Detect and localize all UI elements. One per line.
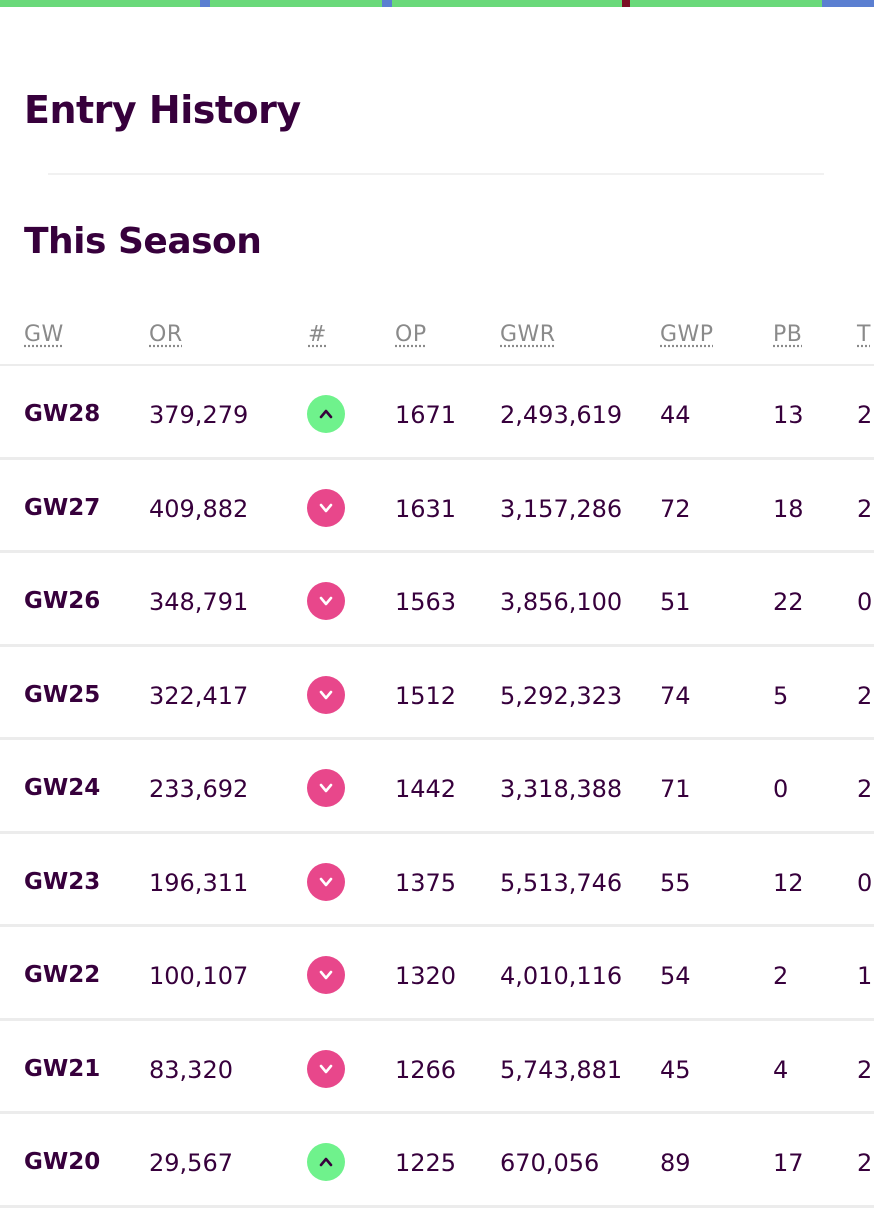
table-row: GW24 233,692 1442 3,318,388 71 0 2 bbox=[0, 740, 874, 834]
table-row: GW25 322,417 1512 5,292,323 74 5 2 bbox=[0, 647, 874, 740]
gameweek-cell[interactable]: GW27 bbox=[24, 494, 101, 521]
overall-points-cell: 1631 bbox=[395, 494, 457, 523]
overall-points-cell: 1512 bbox=[395, 681, 457, 710]
column-header-gwp[interactable]: GWP bbox=[660, 322, 714, 347]
rank-down-icon bbox=[307, 582, 345, 620]
table-row: GW26 348,791 1563 3,856,100 51 22 0 bbox=[0, 553, 874, 647]
gameweek-rank-cell: 5,513,746 bbox=[500, 868, 623, 897]
column-header-op[interactable]: OP bbox=[395, 322, 427, 347]
rank-down-icon bbox=[307, 769, 345, 807]
gameweek-cell[interactable]: GW24 bbox=[24, 775, 101, 801]
column-header-gwr[interactable]: GWR bbox=[500, 322, 556, 347]
overall-rank-cell: 322,417 bbox=[149, 681, 249, 710]
overall-points-cell: 1563 bbox=[395, 588, 457, 616]
points-bench-cell: 13 bbox=[773, 401, 804, 429]
rank-down-icon bbox=[307, 956, 345, 994]
gameweek-cell[interactable]: GW23 bbox=[24, 868, 101, 895]
gameweek-cell[interactable]: GW20 bbox=[24, 1149, 101, 1175]
table-row: GW21 83,320 1266 5,743,881 45 4 2 bbox=[0, 1021, 874, 1114]
column-header-or[interactable]: OR bbox=[149, 322, 183, 347]
gameweek-points-cell: 54 bbox=[660, 962, 691, 990]
gameweek-rank-cell: 4,010,116 bbox=[500, 962, 623, 990]
gameweek-points-cell: 44 bbox=[660, 401, 691, 429]
column-header-gw[interactable]: GW bbox=[24, 322, 64, 347]
overall-points-cell: 1671 bbox=[395, 401, 457, 429]
overall-rank-cell: 348,791 bbox=[149, 588, 249, 616]
overall-points-cell: 1320 bbox=[395, 962, 457, 990]
points-bench-cell: 22 bbox=[773, 588, 804, 616]
transfers-cell: 2 bbox=[857, 401, 873, 429]
section-title: This Season bbox=[24, 221, 262, 262]
transfers-cell: 2 bbox=[857, 494, 873, 523]
gameweek-cell[interactable]: GW26 bbox=[24, 588, 101, 614]
overall-rank-cell: 409,882 bbox=[149, 494, 249, 523]
rank-up-icon bbox=[307, 1143, 345, 1181]
points-bench-cell: 17 bbox=[773, 1149, 804, 1177]
gameweek-points-cell: 74 bbox=[660, 681, 691, 710]
rank-down-icon bbox=[307, 1049, 345, 1088]
overall-rank-cell: 100,107 bbox=[149, 962, 249, 990]
table-row: GW28 379,279 1671 2,493,619 44 13 2 bbox=[0, 366, 874, 460]
gameweek-points-cell: 72 bbox=[660, 494, 691, 523]
gameweek-points-cell: 51 bbox=[660, 588, 691, 616]
points-bench-cell: 0 bbox=[773, 775, 789, 803]
transfers-cell: 2 bbox=[857, 775, 873, 803]
gameweek-points-cell: 55 bbox=[660, 868, 691, 897]
points-bench-cell: 18 bbox=[773, 494, 804, 523]
entry-history-table: GW OR # OP GWR GWP PB T GW28 379,279 1671 2… bbox=[0, 300, 874, 1208]
transfers-cell: 0 bbox=[857, 868, 873, 897]
overall-rank-cell: 29,567 bbox=[149, 1149, 233, 1177]
gameweek-points-cell: 71 bbox=[660, 775, 691, 803]
transfers-cell: 0 bbox=[857, 588, 873, 616]
rank-down-icon bbox=[307, 675, 345, 714]
table-row: GW22 100,107 1320 4,010,116 54 2 1 bbox=[0, 927, 874, 1021]
gameweek-points-cell: 45 bbox=[660, 1055, 691, 1084]
divider bbox=[48, 173, 824, 175]
rank-down-icon bbox=[307, 862, 345, 901]
page-title: Entry History bbox=[24, 88, 301, 132]
overall-rank-cell: 196,311 bbox=[149, 868, 249, 897]
gameweek-rank-cell: 5,743,881 bbox=[500, 1055, 623, 1084]
overall-rank-cell: 379,279 bbox=[149, 401, 249, 429]
gameweek-rank-cell: 3,856,100 bbox=[500, 588, 623, 616]
column-header-t[interactable]: T bbox=[857, 322, 871, 347]
column-header-movement[interactable]: # bbox=[308, 322, 327, 347]
overall-points-cell: 1442 bbox=[395, 775, 457, 803]
table-row: GW23 196,311 1375 5,513,746 55 12 0 bbox=[0, 834, 874, 927]
overall-points-cell: 1225 bbox=[395, 1149, 457, 1177]
gameweek-rank-cell: 3,157,286 bbox=[500, 494, 623, 523]
gameweek-cell[interactable]: GW22 bbox=[24, 962, 101, 988]
table-row: GW20 29,567 1225 670,056 89 17 2 bbox=[0, 1114, 874, 1208]
gameweek-cell[interactable]: GW21 bbox=[24, 1055, 101, 1082]
overall-rank-cell: 233,692 bbox=[149, 775, 249, 803]
table-body: GW28 379,279 1671 2,493,619 44 13 2 GW27 409,882… bbox=[0, 366, 874, 1208]
transfers-cell: 2 bbox=[857, 681, 873, 710]
transfers-cell: 2 bbox=[857, 1055, 873, 1084]
points-bench-cell: 12 bbox=[773, 868, 804, 897]
overall-points-cell: 1375 bbox=[395, 868, 457, 897]
table-header-row: GW OR # OP GWR GWP PB T bbox=[0, 300, 874, 366]
gameweek-points-cell: 89 bbox=[660, 1149, 691, 1177]
points-bench-cell: 2 bbox=[773, 962, 789, 990]
rank-down-icon bbox=[307, 488, 345, 527]
overall-rank-cell: 83,320 bbox=[149, 1055, 233, 1084]
gameweek-rank-cell: 5,292,323 bbox=[500, 681, 623, 710]
column-header-pb[interactable]: PB bbox=[773, 322, 803, 347]
gameweek-cell[interactable]: GW28 bbox=[24, 401, 101, 427]
table-row: GW27 409,882 1631 3,157,286 72 18 2 bbox=[0, 460, 874, 553]
points-bench-cell: 4 bbox=[773, 1055, 789, 1084]
transfers-cell: 2 bbox=[857, 1149, 873, 1177]
overall-points-cell: 1266 bbox=[395, 1055, 457, 1084]
transfers-cell: 1 bbox=[857, 962, 873, 990]
points-bench-cell: 5 bbox=[773, 681, 789, 710]
gameweek-rank-cell: 2,493,619 bbox=[500, 401, 623, 429]
rank-up-icon bbox=[307, 395, 345, 433]
gameweek-rank-cell: 670,056 bbox=[500, 1149, 600, 1177]
top-color-strip bbox=[0, 0, 874, 7]
gameweek-cell[interactable]: GW25 bbox=[24, 681, 101, 708]
gameweek-rank-cell: 3,318,388 bbox=[500, 775, 623, 803]
